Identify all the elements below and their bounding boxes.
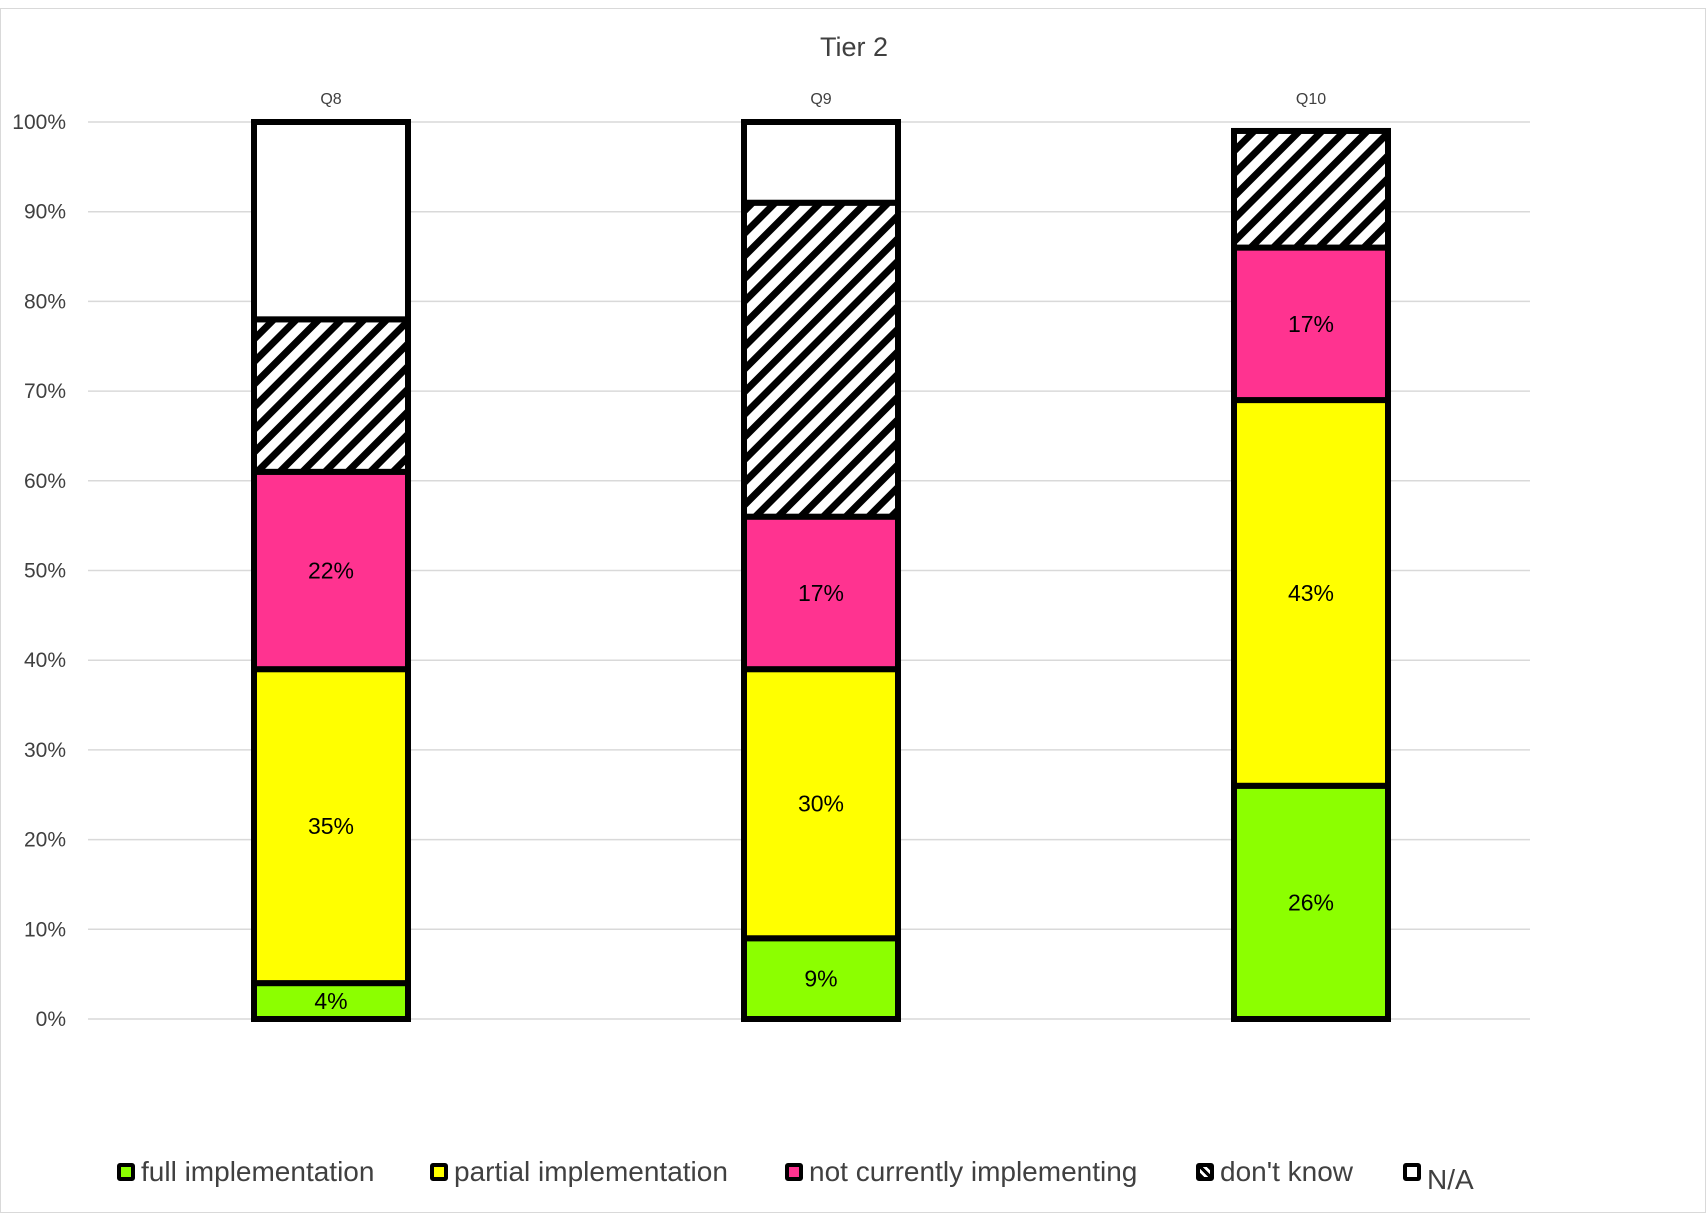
data-label: 17% (798, 580, 844, 606)
legend-label: partial implementation (454, 1156, 728, 1187)
bar-segment (251, 468, 411, 673)
y-tick-label: 80% (24, 290, 66, 313)
data-label: 17% (1288, 311, 1334, 337)
category-label: Q10 (1296, 91, 1326, 108)
y-tick-label: 10% (24, 918, 66, 941)
category-label: Q9 (810, 91, 831, 108)
bar-segment (741, 935, 901, 1023)
bar-segment (1231, 244, 1391, 404)
legend-label: not currently implementing (809, 1156, 1138, 1187)
legend-swatch (1403, 1163, 1421, 1181)
y-tick-label: 60% (24, 470, 66, 493)
data-label: 30% (798, 791, 844, 817)
y-tick-label: 30% (24, 739, 66, 762)
legend-item: not currently implementing (785, 1150, 1137, 1194)
data-label: 26% (1288, 889, 1334, 915)
y-tick-label: 50% (24, 560, 66, 583)
legend-label: full implementation (141, 1156, 375, 1187)
category-label: Q8 (320, 91, 341, 108)
y-tick-label: 40% (24, 649, 66, 672)
legend-swatch (117, 1163, 135, 1181)
legend-swatch (1196, 1163, 1214, 1181)
bar-segment (251, 666, 411, 987)
chart-legend: full implementation partial implementatio… (0, 1150, 1708, 1195)
y-tick-label: 100% (12, 111, 66, 134)
legend-item: full implementation (117, 1150, 374, 1194)
chart-frame (0, 8, 1706, 1213)
legend-swatch (430, 1163, 448, 1181)
bar-segment (1231, 127, 1391, 251)
y-tick-label: 0% (36, 1008, 66, 1031)
legend-item: N/A (1403, 1150, 1474, 1195)
data-label: 35% (308, 813, 354, 839)
chart-title: Tier 2 (819, 32, 888, 62)
bar-segment (251, 980, 411, 1022)
legend-item: don't know (1196, 1150, 1353, 1194)
y-tick-label: 70% (24, 380, 66, 403)
y-tick-label: 90% (24, 201, 66, 224)
legend-label: N/A (1427, 1164, 1474, 1195)
y-tick-label: 20% (24, 829, 66, 852)
bar-segment (741, 119, 901, 206)
bar-segment (251, 316, 411, 475)
legend-swatch (785, 1163, 803, 1181)
data-label: 9% (804, 966, 837, 992)
data-label: 43% (1288, 580, 1334, 606)
legend-item: partial implementation (430, 1150, 728, 1194)
legend-label: don't know (1220, 1156, 1353, 1187)
bar-segment (251, 119, 411, 323)
data-label: 22% (308, 558, 354, 584)
bar-segment (741, 199, 901, 520)
data-label: 4% (314, 988, 347, 1014)
